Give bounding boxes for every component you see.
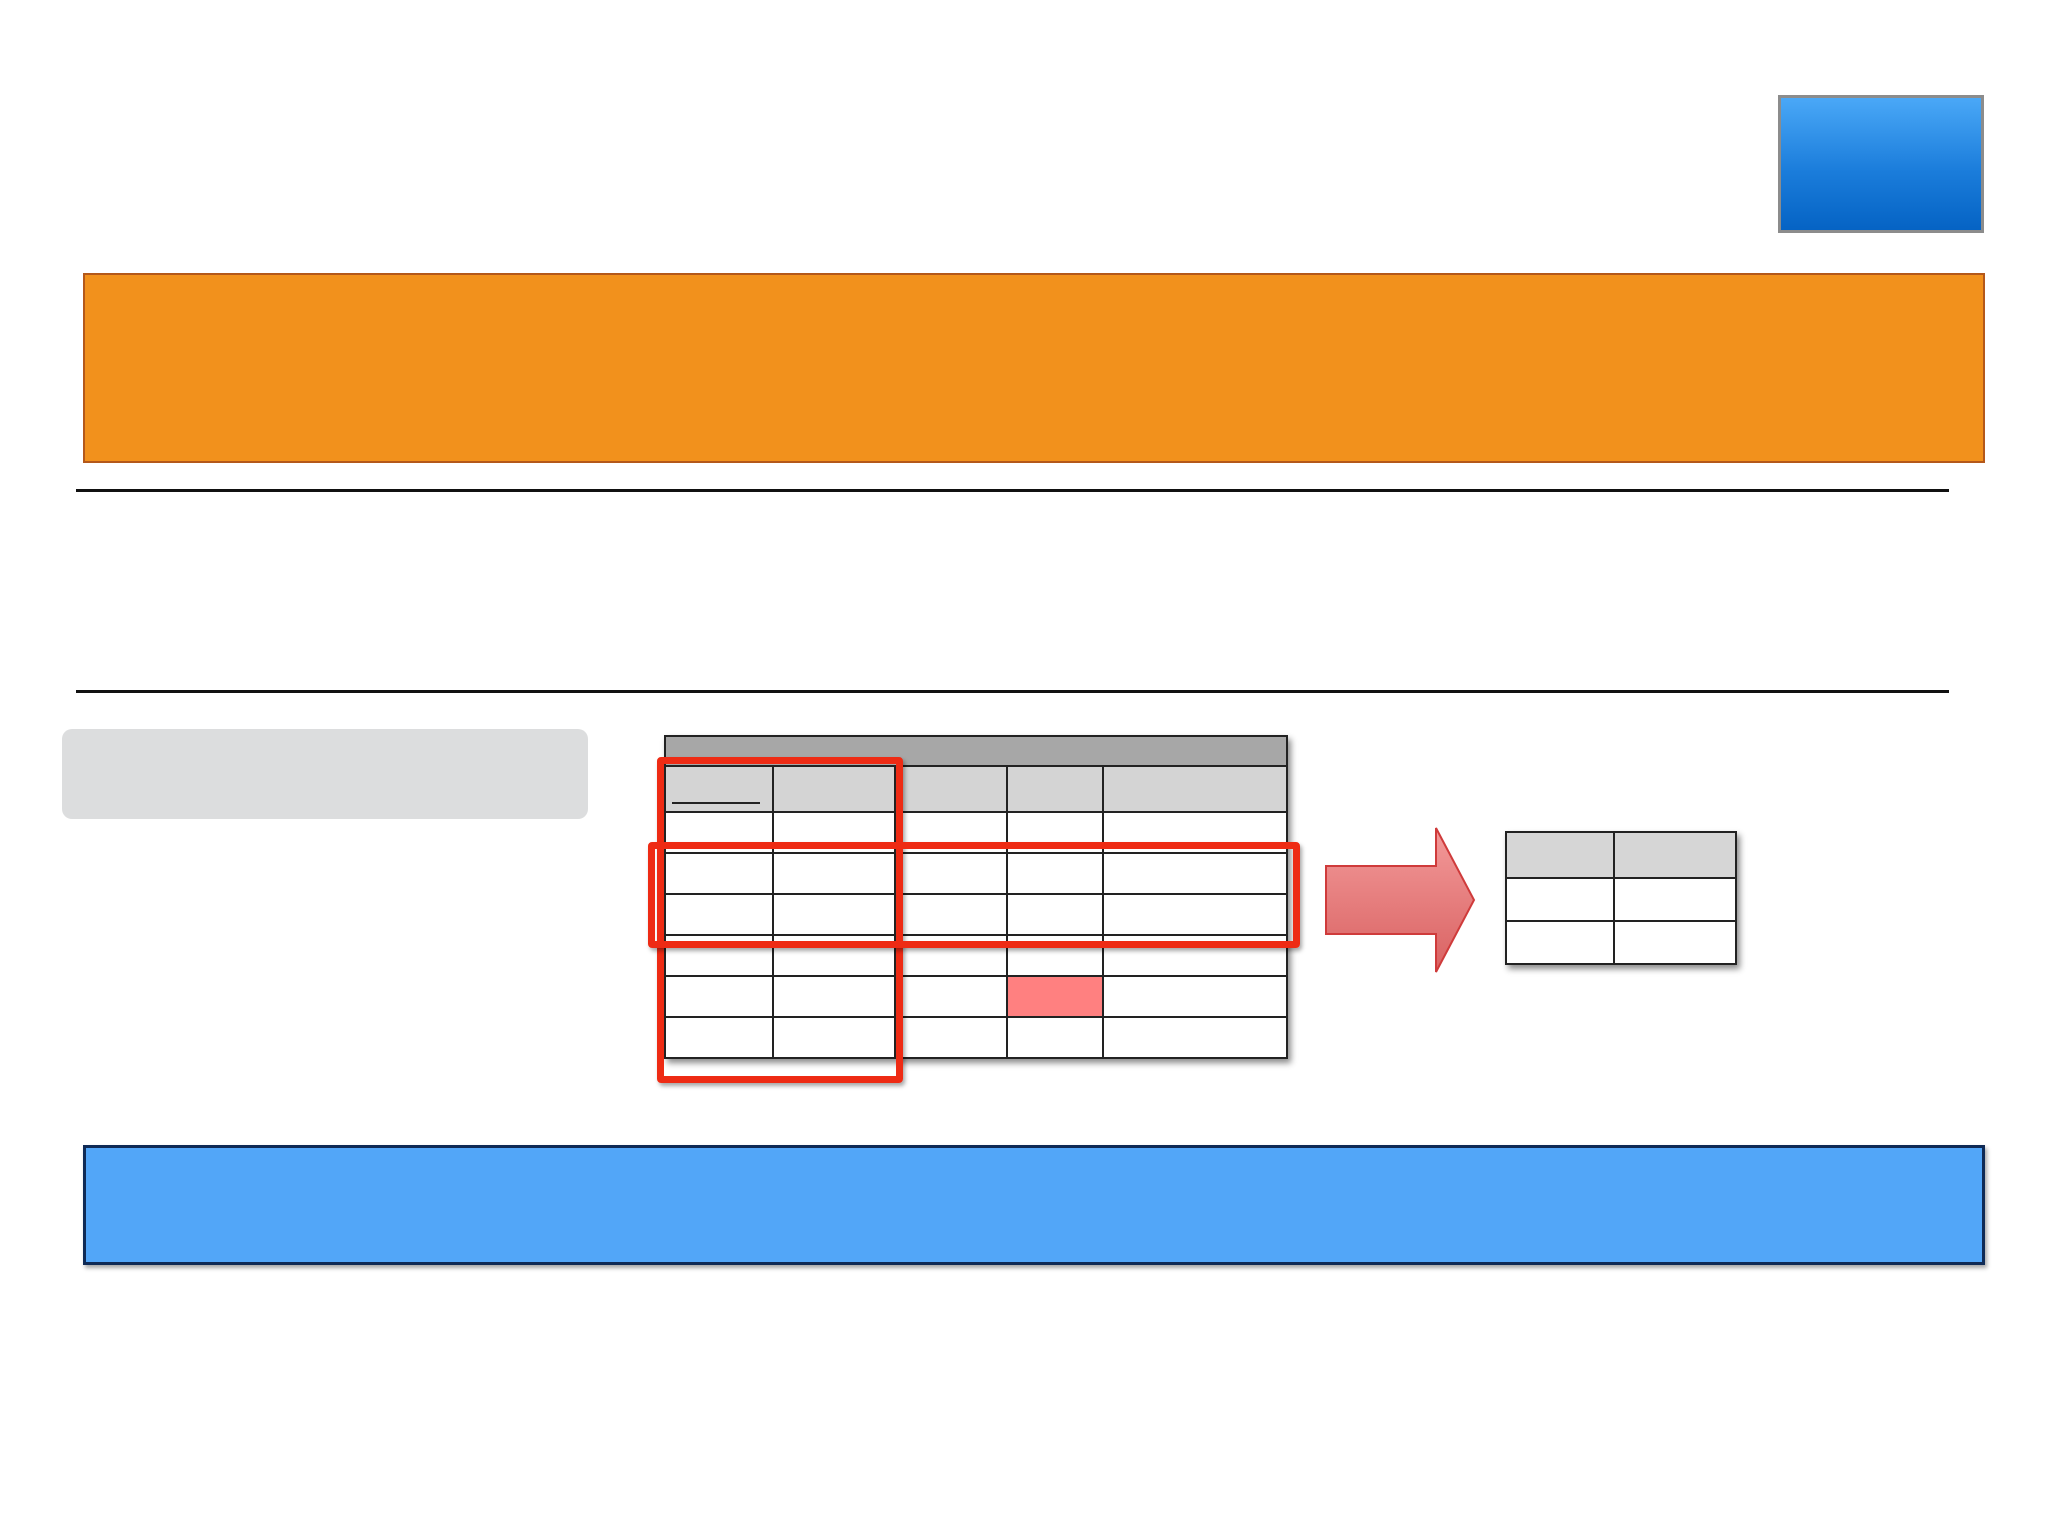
table-cell [664, 893, 774, 936]
corner-badge [1778, 95, 1984, 233]
table-cell [1102, 852, 1288, 895]
table-cell [1102, 975, 1288, 1018]
table-row [664, 852, 1288, 895]
column-header [894, 765, 1008, 813]
table-cell [1006, 852, 1104, 895]
column-header [772, 765, 896, 813]
footer-banner [83, 1145, 1985, 1265]
result-row [1505, 877, 1737, 922]
result-table [1505, 831, 1737, 965]
row-selection-frame [648, 842, 1300, 948]
table-title [664, 735, 1288, 767]
table-row [664, 893, 1288, 936]
table-cell [772, 975, 896, 1018]
table-cell [894, 1016, 1008, 1059]
result-column-header [1505, 831, 1615, 879]
table-cell [772, 1016, 896, 1059]
title-banner [83, 273, 1985, 463]
primary-key-underline [672, 802, 760, 804]
top-divider [76, 489, 1949, 492]
result-cell [1613, 877, 1737, 922]
section-label-box [62, 729, 588, 819]
result-cell [1613, 920, 1737, 965]
table-cell [1102, 893, 1288, 936]
table-cell [1006, 893, 1104, 936]
right-arrow-icon [1325, 827, 1476, 973]
table-cell [664, 852, 774, 895]
result-header-row [1505, 831, 1737, 879]
column-selection-frame [657, 757, 903, 1083]
table-cell [1006, 1016, 1104, 1059]
table-cell [664, 975, 774, 1018]
table-cell [894, 975, 1008, 1018]
result-row [1505, 920, 1737, 965]
table-row [664, 1016, 1288, 1059]
table-cell [1102, 1016, 1288, 1059]
primary-key-header [664, 765, 774, 813]
result-column-header [1613, 831, 1737, 879]
result-cell [1505, 877, 1615, 922]
result-cell [1505, 920, 1615, 965]
column-header [1102, 765, 1288, 813]
table-cell [894, 852, 1008, 895]
table-cell [772, 893, 896, 936]
table-cell [664, 1016, 774, 1059]
column-header [1006, 765, 1104, 813]
table-title-row [664, 735, 1288, 767]
table-header-row [664, 765, 1288, 813]
bottom-divider [76, 690, 1949, 693]
table-row [664, 975, 1288, 1018]
table-cell [772, 852, 896, 895]
highlighted-cell [1006, 975, 1104, 1018]
